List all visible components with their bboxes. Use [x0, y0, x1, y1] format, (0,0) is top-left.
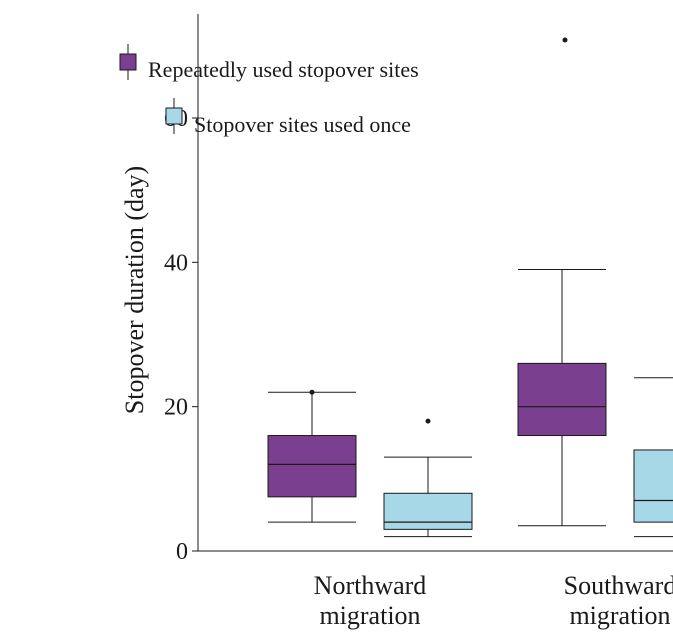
legend-swatch-once — [165, 107, 183, 125]
box-s1-c1 — [633, 449, 673, 523]
legend: Repeatedly used stopover sites Stopover … — [119, 44, 419, 137]
y-tick-label-20: 20 — [164, 395, 188, 421]
box-s0-c0 — [267, 435, 357, 498]
x-tick-label-0-line1: Northward — [314, 571, 427, 600]
plot-area: 0204060NorthwardmigrationSouthwardmigrat… — [164, 14, 673, 630]
outlier-s0-c0-0 — [309, 389, 315, 395]
y-tick-label-40: 40 — [164, 250, 188, 276]
x-tick-label-0-line2: migration — [319, 601, 420, 630]
box-s1-c0 — [383, 492, 473, 530]
outlier-extra — [562, 37, 568, 43]
legend-label-once: Stopover sites used once — [194, 112, 411, 137]
y-tick-label-0: 0 — [176, 539, 188, 565]
legend-swatch-repeated — [119, 53, 137, 71]
y-axis-label: Stopover duration (day) — [120, 166, 149, 414]
legend-label-repeated: Repeatedly used stopover sites — [148, 57, 419, 82]
outlier-s1-c0-0 — [425, 418, 431, 424]
x-tick-label-1-line2: migration — [569, 601, 670, 630]
box-s0-c1 — [517, 362, 607, 437]
x-tick-label-1-line1: Southward — [564, 571, 673, 600]
